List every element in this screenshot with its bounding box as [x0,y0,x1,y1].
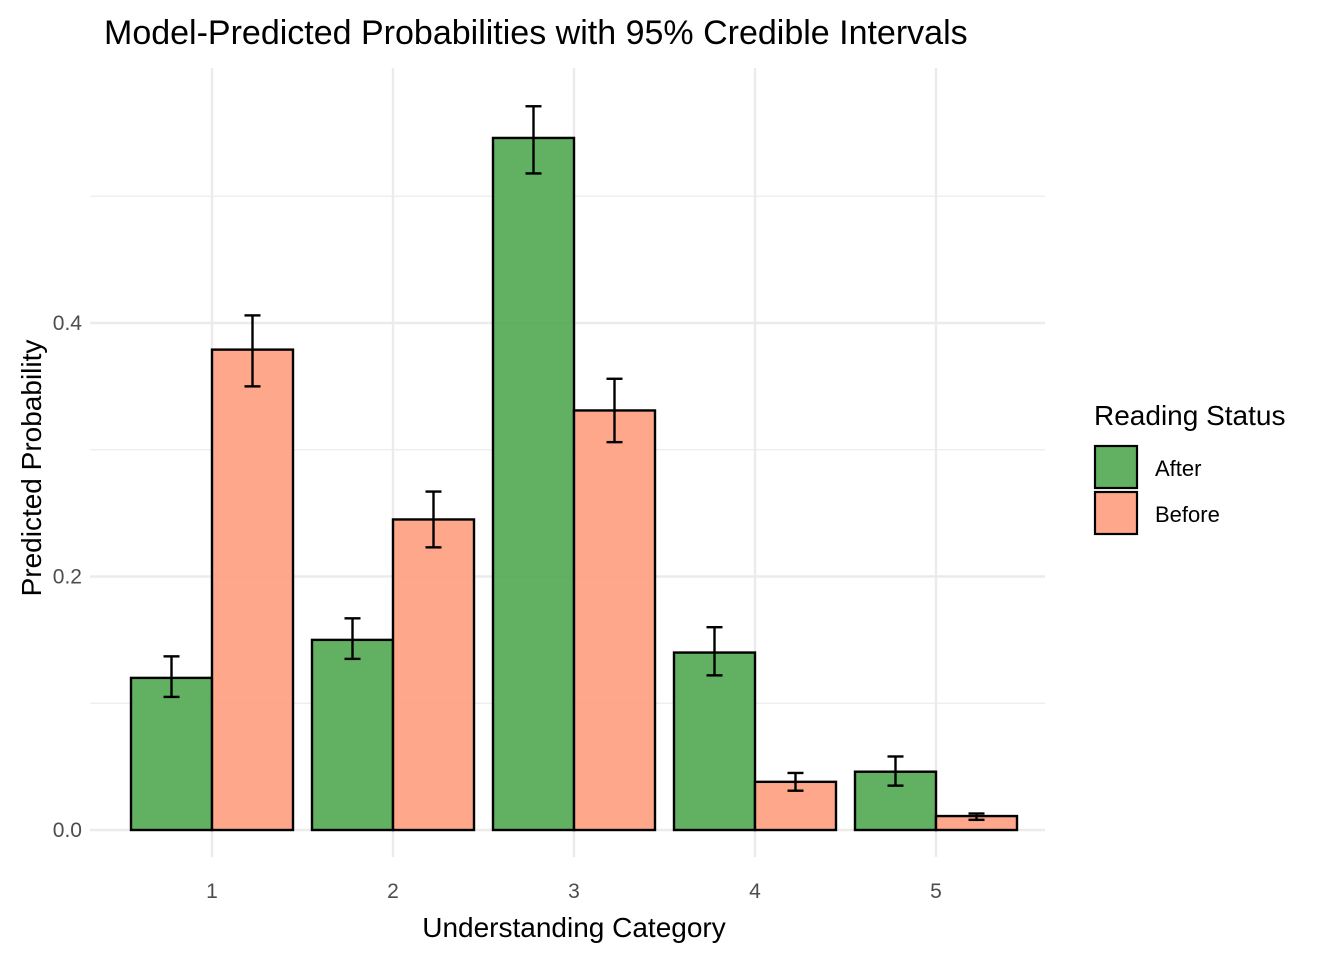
legend-label-after: After [1155,456,1201,481]
errorbars-layer [163,105,985,822]
legend: Reading Status After Before [1093,400,1285,536]
legend-label-before: Before [1155,502,1220,527]
bar-after-4 [672,651,757,832]
chart-title: Model-Predicted Probabilities with 95% C… [104,14,968,52]
bar-after-2 [310,638,395,832]
ticks-layer: 0.0 0.2 0.4 1 2 3 4 5 [53,312,942,903]
x-tick-label: 2 [387,880,399,903]
bar-after-1 [129,676,214,832]
bar-before-3 [572,409,657,832]
y-tick-label: 0.4 [53,312,83,335]
bar-before-2 [391,518,476,832]
x-tick-label: 4 [749,880,761,903]
legend-swatch-after [1093,444,1139,490]
x-tick-label: 3 [568,880,580,903]
bar-after-3 [491,136,576,832]
legend-title: Reading Status [1094,400,1285,431]
y-axis-title: Predicted Probability [16,340,47,597]
x-axis-title: Understanding Category [422,912,726,943]
bar-before-1 [210,348,295,832]
bars-layer [129,136,1019,832]
legend-swatch-before [1093,490,1139,536]
y-tick-label: 0.0 [53,819,82,842]
x-tick-label: 5 [930,880,942,903]
x-tick-label: 1 [206,880,218,903]
y-tick-label: 0.2 [53,566,82,589]
